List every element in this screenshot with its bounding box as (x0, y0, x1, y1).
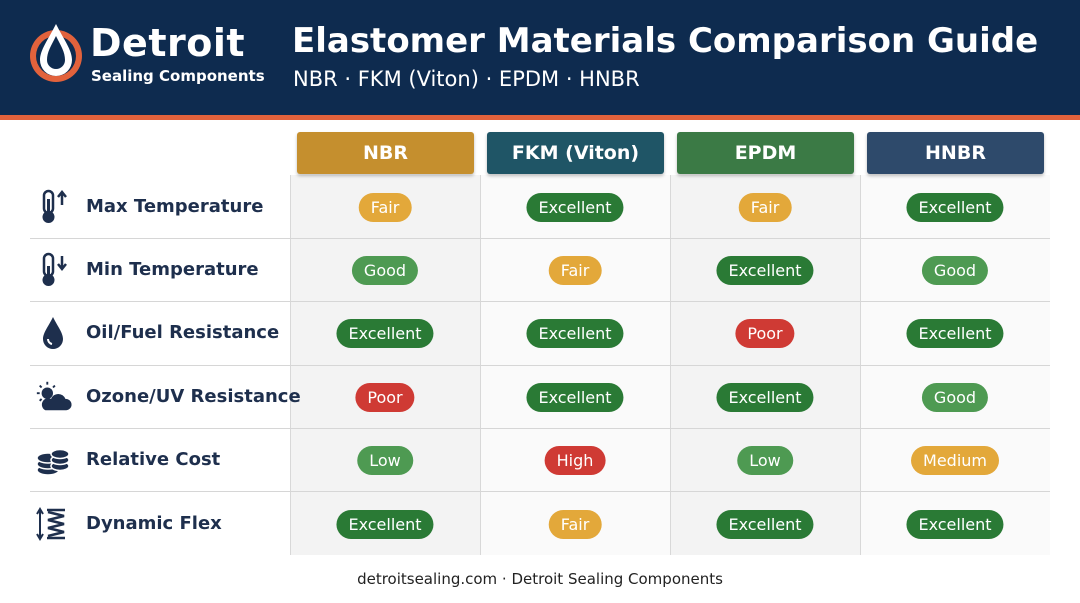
rating-badge: Good (351, 256, 419, 285)
drop-logo-icon (28, 22, 84, 84)
coins-icon (34, 440, 72, 480)
rating-badge: Excellent (336, 319, 434, 348)
rating-badge: Excellent (526, 193, 624, 222)
rating-badge: Excellent (716, 256, 814, 285)
rating-badge: Excellent (906, 319, 1004, 348)
row-divider (30, 428, 1050, 429)
rating-badge: Medium (911, 446, 999, 475)
column-header-hnbr: HNBR (867, 132, 1044, 174)
rating-badge: Good (921, 256, 989, 285)
rating-badge: Poor (355, 383, 415, 412)
rating-badge: Good (921, 383, 989, 412)
rating-badge: Low (357, 446, 413, 475)
rating-badge: Fair (548, 510, 602, 539)
header-accent-stripe (0, 115, 1080, 120)
oil-drop-icon (34, 313, 72, 353)
row-divider (30, 238, 1050, 239)
brand-name: Detroit (90, 21, 246, 65)
rating-badge: Excellent (716, 510, 814, 539)
brand-subtitle: Sealing Components (91, 67, 265, 85)
rating-badge: High (544, 446, 606, 475)
row-divider (30, 365, 1050, 366)
rating-badge: Excellent (526, 319, 624, 348)
thermometer-down-icon (34, 250, 72, 290)
rating-badge: Excellent (716, 383, 814, 412)
row-divider (30, 301, 1050, 302)
row-divider (30, 491, 1050, 492)
rating-badge: Poor (735, 319, 795, 348)
column-header-epdm: EPDM (677, 132, 854, 174)
page-subtitle: NBR · FKM (Viton) · EPDM · HNBR (293, 67, 640, 91)
row-label-dynamic-flex: Dynamic Flex (86, 513, 222, 534)
page-title: Elastomer Materials Comparison Guide (292, 21, 1039, 61)
rating-badge: Excellent (526, 383, 624, 412)
sun-cloud-icon (34, 377, 72, 417)
row-label-relative-cost: Relative Cost (86, 449, 221, 470)
rating-badge: Excellent (336, 510, 434, 539)
column-header-nbr: NBR (297, 132, 474, 174)
rating-badge: Fair (738, 193, 792, 222)
row-label-max-temperature: Max Temperature (86, 196, 264, 217)
row-label-min-temperature: Min Temperature (86, 259, 259, 280)
thermometer-up-icon (34, 187, 72, 227)
column-header-fkm: FKM (Viton) (487, 132, 664, 174)
footer-text: detroitsealing.com · Detroit Sealing Com… (357, 570, 723, 588)
row-label-oil-fuel-resistance: Oil/Fuel Resistance (86, 322, 280, 343)
header-banner (0, 0, 1080, 115)
rating-badge: Fair (358, 193, 412, 222)
rating-badge: Excellent (906, 193, 1004, 222)
rating-badge: Excellent (906, 510, 1004, 539)
row-label-ozone-uv-resistance: Ozone/UV Resistance (86, 386, 301, 407)
rating-badge: Low (737, 446, 793, 475)
spring-icon (34, 504, 72, 544)
rating-badge: Fair (548, 256, 602, 285)
